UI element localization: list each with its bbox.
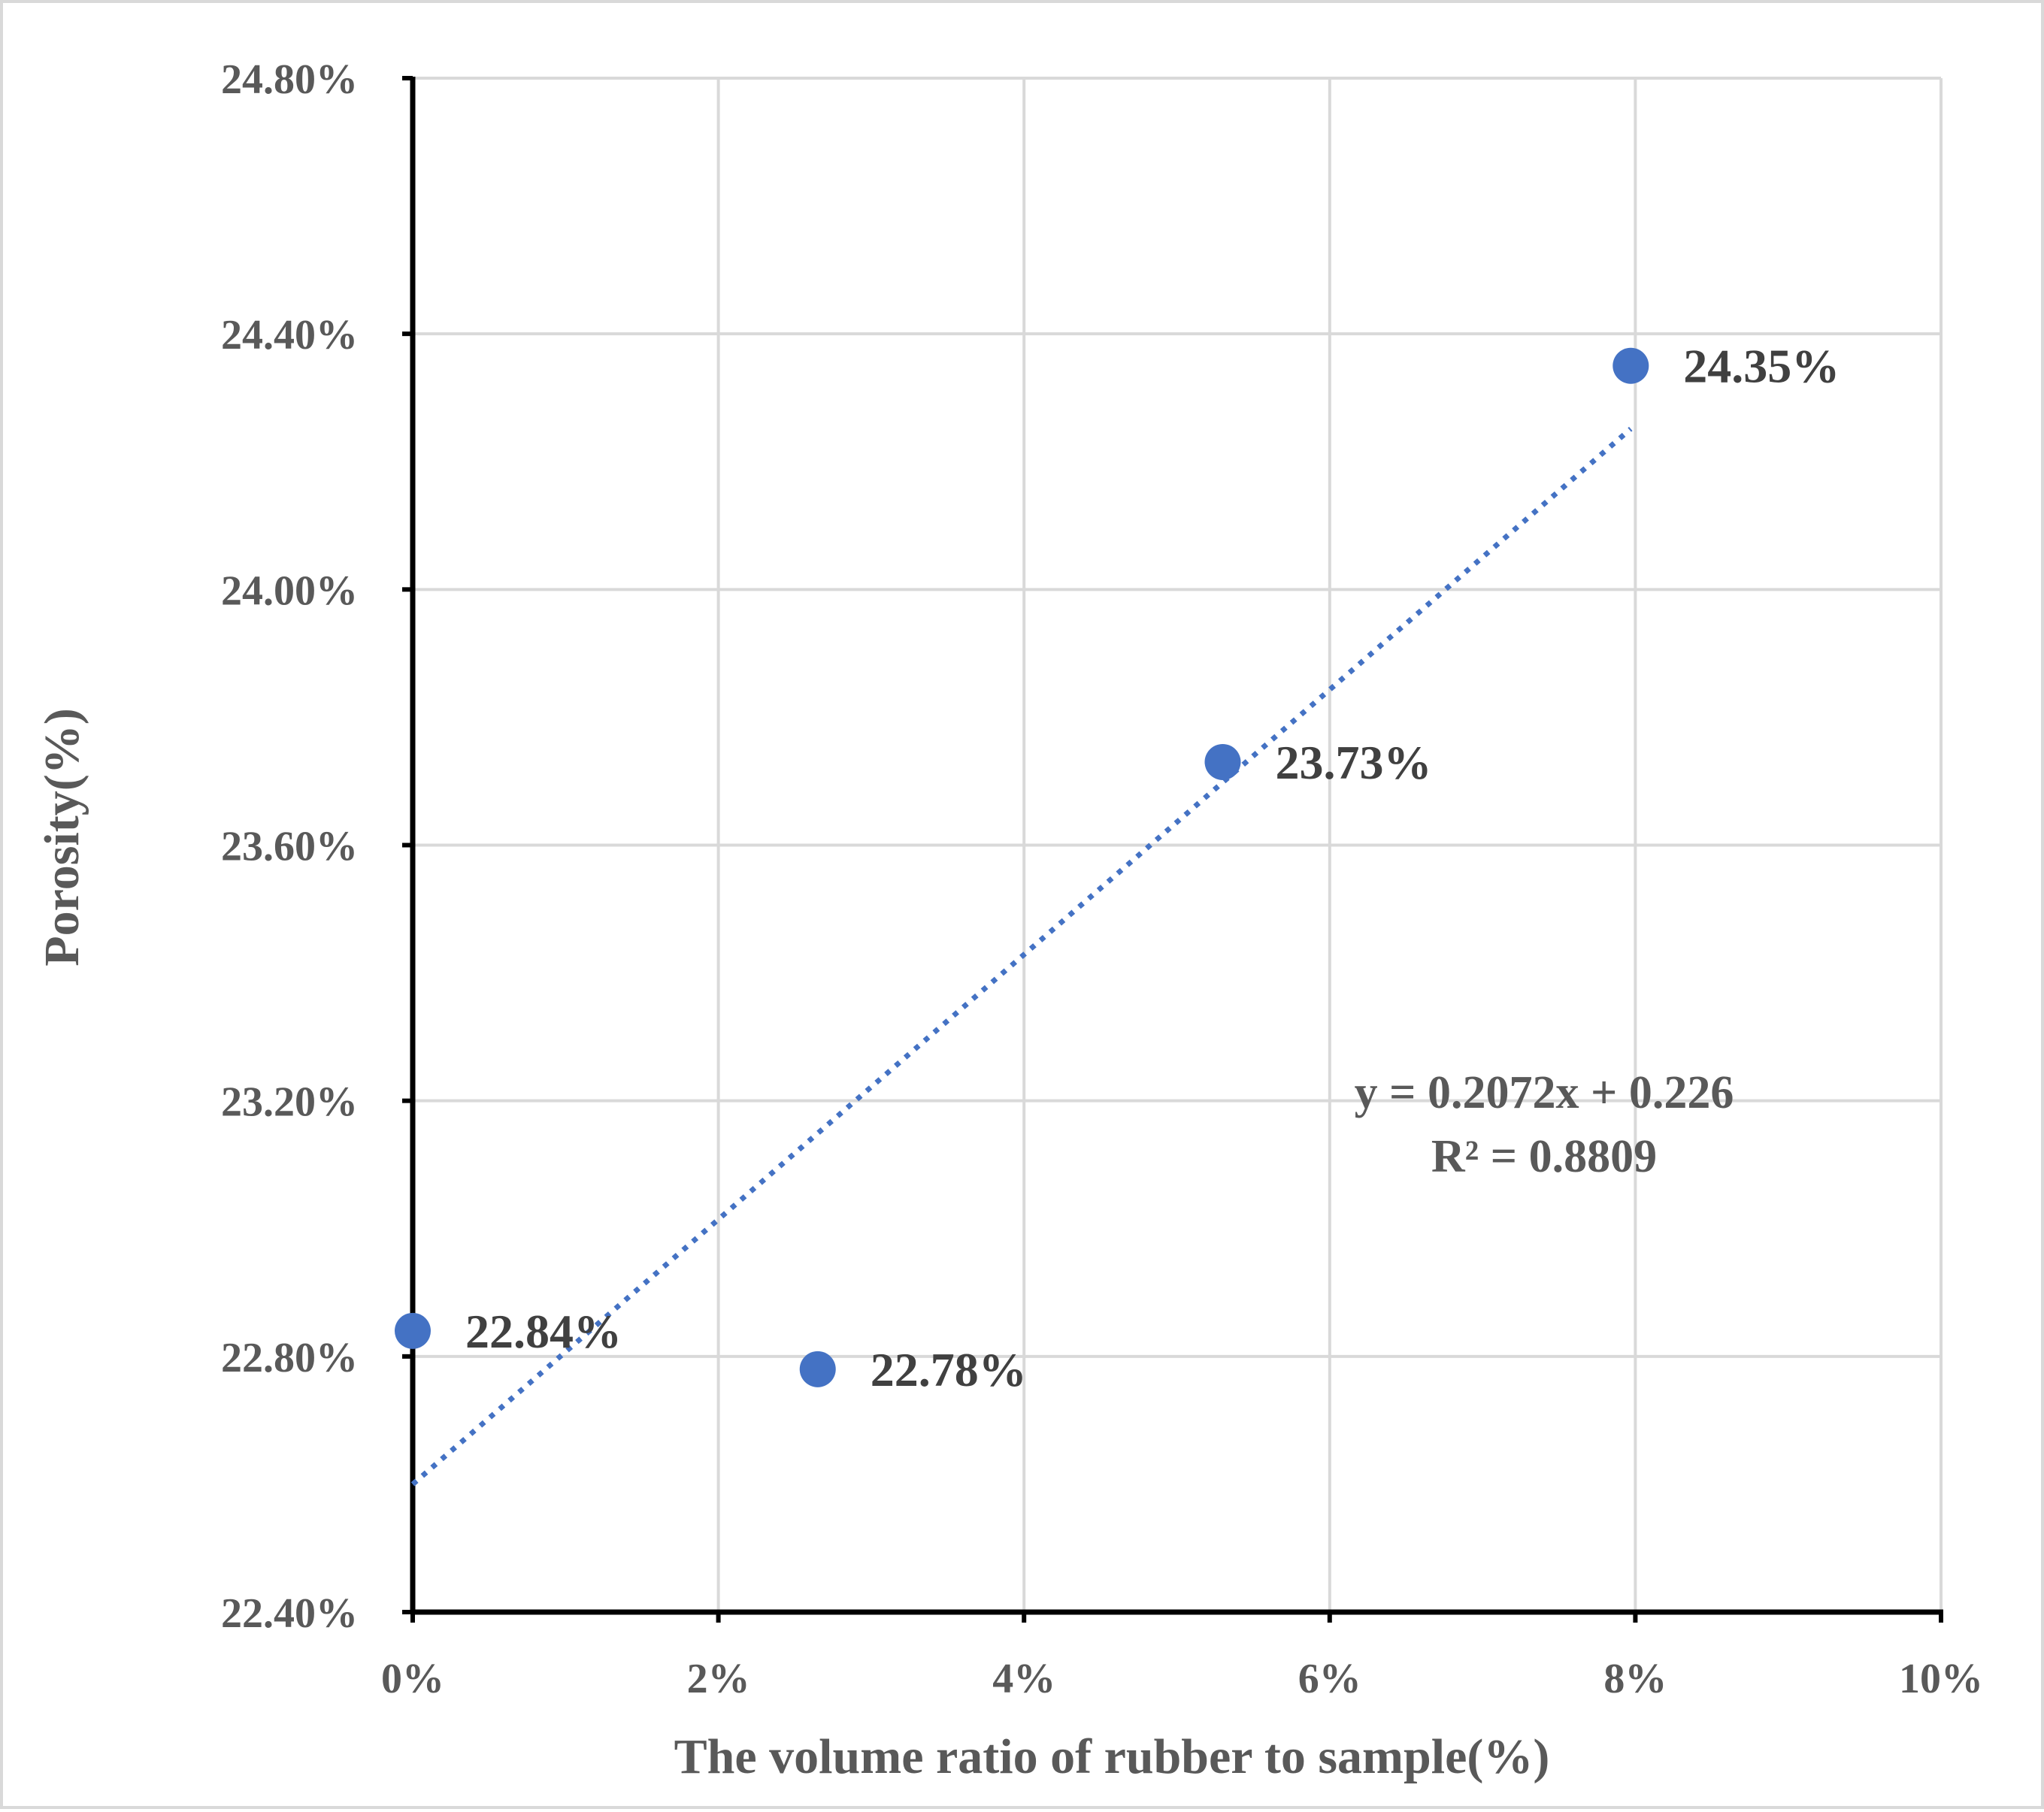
grid-lines [413, 77, 1943, 1612]
x-axis-title: The volume ratio of rubber to sample(%) [674, 1729, 1550, 1784]
data-point [395, 1312, 431, 1349]
trendline-r-squared: R² = 0.8809 [1431, 1131, 1657, 1182]
data-label: 22.78% [871, 1343, 1027, 1396]
scatter-chart: 22.40% 22.80% 23.20% 23.60% 24.00% 24.40% 24.8… [35, 56, 1983, 1784]
data-point [1612, 347, 1649, 384]
x-tick-label: 4% [992, 1656, 1055, 1702]
y-tick-label: 22.40% [221, 1590, 358, 1637]
data-label: 23.73% [1275, 736, 1431, 789]
trendline-line [410, 426, 1633, 1487]
data-point [799, 1351, 836, 1387]
data-label: 22.84% [465, 1305, 622, 1358]
trendline-equation: y = 0.2072x + 0.226 [1355, 1067, 1734, 1118]
y-tick-label: 24.40% [221, 312, 358, 358]
x-tick-label: 10% [1899, 1656, 1983, 1702]
y-tick-label: 22.80% [221, 1335, 358, 1381]
x-tick-label: 6% [1298, 1656, 1361, 1702]
y-tick-label: 24.80% [221, 56, 358, 103]
x-tick-label: 8% [1603, 1656, 1667, 1702]
data-labels: 22.84% 22.78% 23.73% 24.35% [465, 340, 1840, 1396]
y-tick-label: 23.20% [221, 1079, 358, 1126]
y-tick-label: 23.60% [221, 824, 358, 870]
data-point [1204, 743, 1241, 780]
data-points [395, 347, 1649, 1387]
y-axis-title: Porosity(%) [35, 708, 89, 966]
data-label: 24.35% [1683, 340, 1840, 393]
axes [402, 76, 1943, 1623]
tick-labels: 22.40% 22.80% 23.20% 23.60% 24.00% 24.40% 24.8… [221, 56, 1983, 1702]
trendline [410, 426, 1633, 1487]
x-tick-label: 0% [381, 1656, 444, 1702]
y-tick-label: 24.00% [221, 567, 358, 614]
x-tick-label: 2% [687, 1656, 750, 1702]
